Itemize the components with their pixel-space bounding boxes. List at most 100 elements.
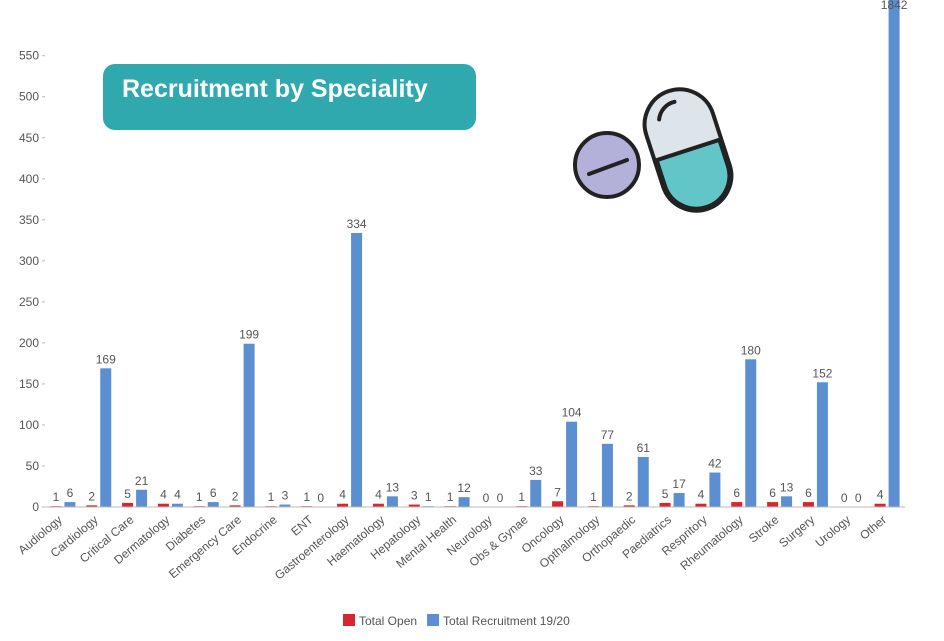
bar bbox=[637, 456, 649, 507]
value-label: 4 bbox=[375, 488, 382, 502]
value-label: 0 bbox=[497, 491, 504, 505]
bar bbox=[623, 505, 635, 507]
bar bbox=[601, 443, 613, 507]
bar bbox=[408, 504, 420, 507]
y-tick-label: 0 bbox=[32, 500, 39, 514]
bar bbox=[530, 479, 542, 507]
bar bbox=[86, 505, 98, 507]
bar bbox=[874, 503, 886, 507]
y-tick-label: 50 bbox=[26, 459, 40, 473]
title-box bbox=[103, 64, 476, 130]
bar bbox=[709, 472, 721, 507]
chart-title: Recruitment by Speciality bbox=[122, 75, 428, 103]
bar bbox=[731, 502, 743, 507]
value-label: 12 bbox=[457, 481, 471, 495]
value-label: 7 bbox=[554, 485, 561, 499]
pill-icon bbox=[573, 87, 734, 213]
value-label: 1 bbox=[590, 490, 597, 504]
bar bbox=[207, 502, 219, 507]
value-label: 180 bbox=[741, 343, 761, 357]
bar bbox=[386, 496, 398, 507]
value-label: 0 bbox=[841, 491, 848, 505]
value-label: 77 bbox=[601, 428, 615, 442]
bar bbox=[802, 502, 814, 507]
value-label: 2 bbox=[626, 489, 633, 503]
value-label: 4 bbox=[160, 488, 167, 502]
value-label: 0 bbox=[317, 491, 324, 505]
x-tick-label: Rheumatology bbox=[677, 513, 745, 573]
value-label: 2 bbox=[88, 489, 95, 503]
y-tick-label: 550 bbox=[19, 49, 39, 63]
value-label: 6 bbox=[805, 486, 812, 500]
legend-swatch bbox=[427, 614, 440, 626]
bar bbox=[888, 0, 900, 507]
value-label: 3 bbox=[282, 489, 289, 503]
value-label: 1 bbox=[447, 490, 454, 504]
y-tick-label: 100 bbox=[19, 418, 39, 432]
bar bbox=[351, 232, 363, 507]
value-label: 2 bbox=[232, 489, 239, 503]
value-label: 1 bbox=[53, 490, 60, 504]
bar bbox=[243, 343, 255, 507]
bar bbox=[673, 493, 685, 507]
value-label: 6 bbox=[67, 486, 74, 500]
value-label: 169 bbox=[96, 352, 116, 366]
bar bbox=[279, 504, 291, 507]
bar bbox=[767, 502, 779, 507]
x-tick-label: Surgery bbox=[776, 513, 817, 551]
value-label: 17 bbox=[672, 477, 686, 491]
value-label: 3 bbox=[411, 489, 418, 503]
value-label: 1 bbox=[303, 490, 310, 504]
value-label: 1 bbox=[196, 490, 203, 504]
value-label: 6 bbox=[769, 486, 776, 500]
y-tick-label: 500 bbox=[19, 90, 39, 104]
value-label: 4 bbox=[698, 488, 705, 502]
value-label: 33 bbox=[529, 464, 543, 478]
value-label: 5 bbox=[662, 487, 669, 501]
y-tick-label: 350 bbox=[19, 213, 39, 227]
bar bbox=[229, 505, 241, 507]
value-label: 1 bbox=[518, 490, 525, 504]
y-tick-label: 150 bbox=[19, 377, 39, 391]
value-label: 13 bbox=[780, 480, 794, 494]
value-label: 21 bbox=[135, 474, 149, 488]
bar bbox=[337, 503, 349, 507]
bar bbox=[64, 502, 76, 507]
bar bbox=[136, 489, 148, 507]
bar bbox=[695, 503, 707, 507]
bar bbox=[816, 382, 828, 507]
y-tick-label: 300 bbox=[19, 254, 39, 268]
value-label: 13 bbox=[386, 480, 400, 494]
y-tick-label: 400 bbox=[19, 172, 39, 186]
x-tick-label: ENT bbox=[288, 512, 316, 539]
value-label: 1842 bbox=[881, 0, 908, 12]
value-label: 1 bbox=[425, 490, 432, 504]
bar bbox=[157, 503, 169, 507]
bar bbox=[566, 421, 578, 507]
bar bbox=[781, 496, 793, 507]
legend-label: Total Recruitment 19/20 bbox=[443, 614, 570, 628]
value-label: 0 bbox=[855, 491, 862, 505]
value-label: 0 bbox=[483, 491, 490, 505]
value-label: 152 bbox=[812, 366, 832, 380]
bar bbox=[372, 503, 384, 507]
legend-label: Total Open bbox=[359, 614, 417, 628]
y-tick-label: 450 bbox=[19, 131, 39, 145]
value-label: 4 bbox=[877, 488, 884, 502]
bar bbox=[171, 503, 183, 507]
value-label: 4 bbox=[339, 488, 346, 502]
x-tick-label: Other bbox=[857, 513, 889, 543]
bar bbox=[552, 501, 564, 507]
value-label: 61 bbox=[637, 441, 651, 455]
legend-swatch bbox=[343, 614, 355, 626]
value-label: 199 bbox=[239, 328, 259, 342]
y-tick-label: 250 bbox=[19, 295, 39, 309]
bar bbox=[458, 497, 470, 507]
value-label: 4 bbox=[174, 488, 181, 502]
value-label: 1 bbox=[268, 490, 275, 504]
y-tick-label: 200 bbox=[19, 336, 39, 350]
x-tick-label: Urology bbox=[812, 513, 853, 550]
value-label: 6 bbox=[210, 486, 217, 500]
